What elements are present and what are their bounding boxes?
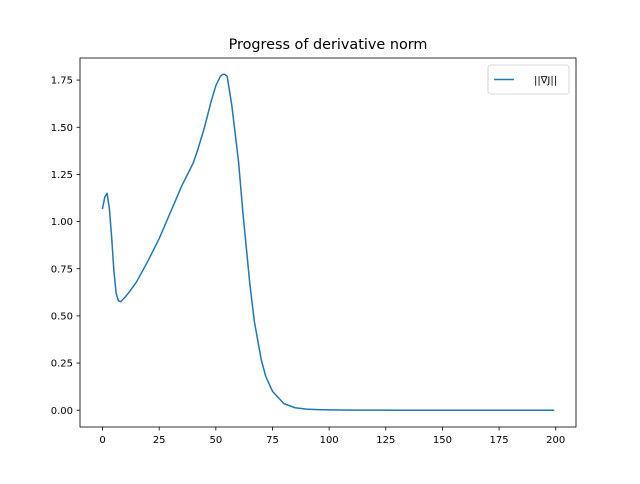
x-tick-label: 125 xyxy=(376,435,395,446)
y-tick-label: 1.75 xyxy=(51,76,73,87)
chart-title: Progress of derivative norm xyxy=(229,37,428,53)
plot-area: 0 25 50 75 100 125 150 175 200 0.00 0.25 0.50 0.75 1.… xyxy=(51,57,577,446)
y-tick-label: 1.25 xyxy=(51,170,73,181)
x-tick-label: 0 xyxy=(99,435,105,446)
x-tick-label: 75 xyxy=(266,435,279,446)
x-tick-label: 50 xyxy=(209,435,222,446)
y-tick-label: 0.75 xyxy=(51,264,73,275)
x-tick-label: 150 xyxy=(433,435,452,446)
x-tick-label: 175 xyxy=(490,435,509,446)
y-tick-label: 0.25 xyxy=(51,359,73,370)
legend-box xyxy=(487,64,570,95)
legend-label: ||∇J|| xyxy=(534,76,557,87)
y-tick-label: 0.50 xyxy=(51,311,73,322)
y-tick-label: 0.00 xyxy=(51,406,73,417)
x-tick-label: 25 xyxy=(153,435,166,446)
series-line-0 xyxy=(101,73,555,411)
y-tick-label: 1.50 xyxy=(51,123,73,134)
x-tick-label: 100 xyxy=(320,435,339,446)
y-tick-label: 1.00 xyxy=(51,217,73,228)
x-tick-label: 200 xyxy=(546,435,565,446)
axes-frame xyxy=(79,57,577,428)
